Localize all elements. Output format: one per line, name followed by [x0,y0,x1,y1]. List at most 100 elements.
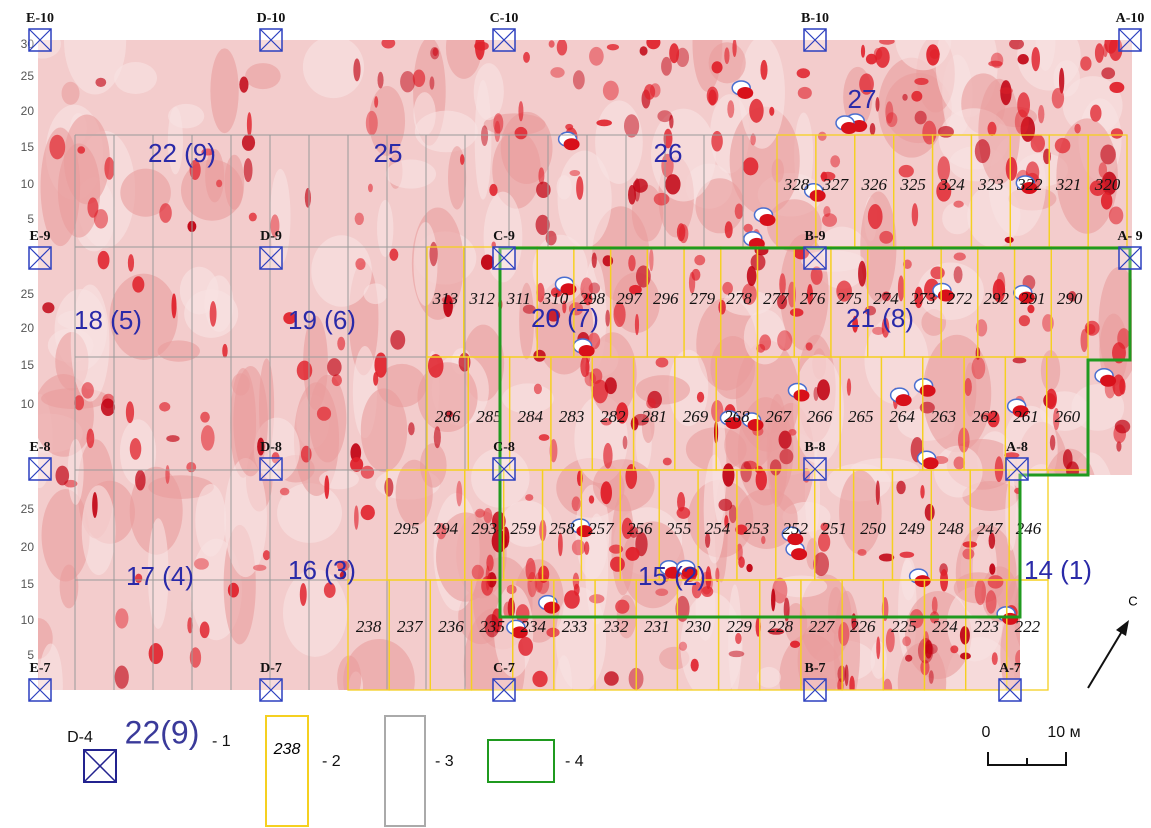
anomaly [706,566,712,589]
trench-number: 326 [860,175,887,194]
trench-number: 252 [783,519,809,538]
anomaly-background [82,485,116,575]
anomaly [740,461,751,482]
anomaly [605,377,617,394]
trench-number: 260 [1055,407,1081,426]
anomaly [1125,672,1136,692]
anomaly [718,499,732,511]
anomaly [665,174,680,194]
legend-trench-example: 238 [273,741,301,758]
anomaly [200,412,210,423]
anomaly [355,213,364,225]
anomaly [975,139,990,163]
anomaly [779,449,793,464]
trench-number: 222 [1015,617,1041,636]
area-label: 15 (2) [638,561,706,591]
grid-point-label: D-10 [257,11,286,26]
trench-number: 321 [1055,175,1082,194]
dipole [923,457,939,469]
legend-item: - 4 [565,753,584,770]
anomaly [1015,109,1029,134]
anomaly [1107,657,1117,663]
anomaly-background [195,484,226,557]
north-arrow [1088,628,1124,688]
trench-number: 297 [616,289,643,308]
anomaly [991,53,1004,69]
area-label: 14 (1) [1024,555,1092,585]
anomaly [1101,192,1112,209]
anomaly [430,47,439,59]
area-label: 16 (3) [288,555,356,585]
anomaly [300,583,307,606]
anomaly [585,372,596,386]
area-label: 25 [374,138,403,168]
anomaly [354,505,359,529]
trench-number: 259 [510,519,536,538]
anomaly [861,45,865,58]
anomaly [954,253,966,261]
anomaly [932,597,938,614]
anomaly [604,671,619,685]
trench-number: 255 [666,519,692,538]
anomaly [631,417,639,430]
anomaly-background [60,564,79,608]
anomaly [390,330,405,350]
anomaly [847,378,851,395]
anomaly [384,478,393,497]
north-arrow-head [1116,620,1129,636]
trench-number: 233 [562,617,588,636]
anomaly [691,659,699,672]
anomaly [876,636,880,659]
anomaly [679,642,687,651]
trench-number: 262 [972,407,998,426]
anomaly-background [772,159,784,183]
anomaly [925,644,938,655]
trench-number: 313 [432,289,459,308]
anomaly [1056,654,1071,664]
anomaly [550,67,564,78]
anomaly [149,643,164,664]
anomaly-background [636,375,690,404]
map: 3283273263253243233223213203133123113102… [0,0,1151,828]
anomaly [249,213,257,222]
trench-number: 324 [938,175,965,194]
anomaly [49,135,65,160]
trench-number: 247 [977,519,1004,538]
grid-point-label: B-10 [801,11,829,26]
anomaly [870,123,876,135]
anomaly [615,600,629,614]
y-label: 25 [21,69,35,83]
anomaly [216,180,222,188]
dipole [793,389,809,401]
anomaly [677,492,685,512]
trench-number: 286 [435,407,461,426]
y-label: 15 [21,140,35,154]
anomaly [635,314,639,335]
anomaly [911,91,922,102]
trench-number: 325 [899,175,926,194]
trench-number: 238 [356,617,382,636]
anomaly-background [1068,647,1083,675]
anomaly [879,231,893,244]
trench-number: 253 [744,519,770,538]
trench-number: 232 [603,617,629,636]
anomaly [603,255,614,266]
anomaly [1031,47,1040,71]
y-label: 10 [21,177,35,191]
anomaly [77,146,85,153]
anomaly [475,509,485,518]
anomaly [722,463,734,487]
anomaly [523,52,530,63]
trench-number: 267 [765,407,792,426]
anomaly [849,676,855,695]
anomaly [222,344,227,358]
anomaly [95,78,106,87]
anomaly [557,39,567,56]
anomaly [569,170,580,176]
anomaly [74,395,84,410]
anomaly [644,84,655,100]
anomaly [126,401,134,423]
legend-item: - 3 [435,753,454,770]
anomaly [200,622,210,639]
anomaly [374,96,378,108]
